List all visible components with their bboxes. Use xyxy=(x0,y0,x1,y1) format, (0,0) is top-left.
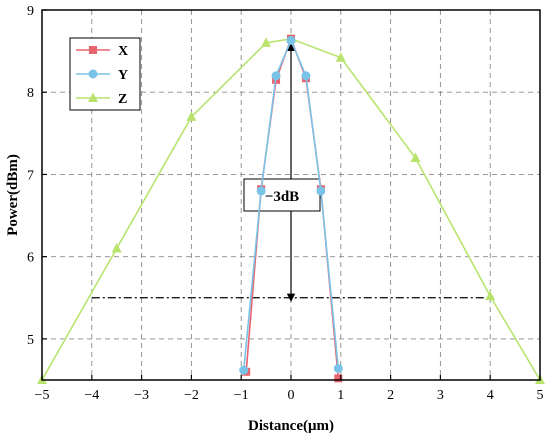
legend-label-y: Y xyxy=(118,68,128,83)
x-tick-label: −5 xyxy=(35,388,50,403)
minus-3db-label: −3dB xyxy=(265,189,299,205)
x-tick-label: 0 xyxy=(288,388,295,403)
y-tick-label: 7 xyxy=(27,168,34,183)
x-tick-label: −2 xyxy=(184,388,199,403)
data-point-z xyxy=(335,52,346,62)
data-point-z xyxy=(410,152,421,162)
x-tick-label: −4 xyxy=(84,388,99,403)
x-tick-label: 5 xyxy=(537,388,544,403)
legend-label-x: X xyxy=(118,44,128,59)
y-tick-label: 6 xyxy=(27,251,34,266)
data-point-z xyxy=(111,242,122,253)
y-tick-label: 5 xyxy=(27,333,34,348)
legend-marker-z xyxy=(88,92,98,102)
data-point-y xyxy=(333,363,343,373)
x-tick-label: −3 xyxy=(134,388,149,403)
x-tick-label: 4 xyxy=(487,388,494,403)
annotations: −3dB xyxy=(91,42,491,302)
data-point-y xyxy=(301,71,311,81)
data-point-y xyxy=(286,35,296,45)
x-tick-label: 1 xyxy=(337,388,344,403)
x-tick-label: 2 xyxy=(387,388,394,403)
legend-label-z: Z xyxy=(118,92,127,107)
x-axis-title: Distance(μm) xyxy=(248,418,334,434)
series-y xyxy=(239,35,343,375)
series-layer xyxy=(37,33,545,384)
data-point-z xyxy=(186,111,197,121)
x-tick-label: −1 xyxy=(234,388,249,403)
data-point-x xyxy=(334,374,343,383)
data-point-y xyxy=(256,186,266,196)
y-tick-label: 8 xyxy=(27,86,34,101)
minus-3db-label-box xyxy=(243,178,321,212)
legend-marker-y xyxy=(88,69,98,79)
y-axis-title: Power(dBm) xyxy=(5,154,21,236)
data-point-y xyxy=(316,186,326,196)
data-point-z xyxy=(261,37,272,47)
data-point-y xyxy=(271,71,281,81)
legend-marker-x xyxy=(89,46,97,54)
legend: XYZ xyxy=(69,37,141,111)
x-tick-label: 3 xyxy=(437,388,444,403)
y-tick-label: 9 xyxy=(27,4,34,19)
data-point-z xyxy=(485,290,496,301)
ticks: −5 −4 −3 −2 −1 0 1 2 3 4 5 5 6 7 8 9 xyxy=(27,4,544,403)
data-point-y xyxy=(239,365,249,375)
